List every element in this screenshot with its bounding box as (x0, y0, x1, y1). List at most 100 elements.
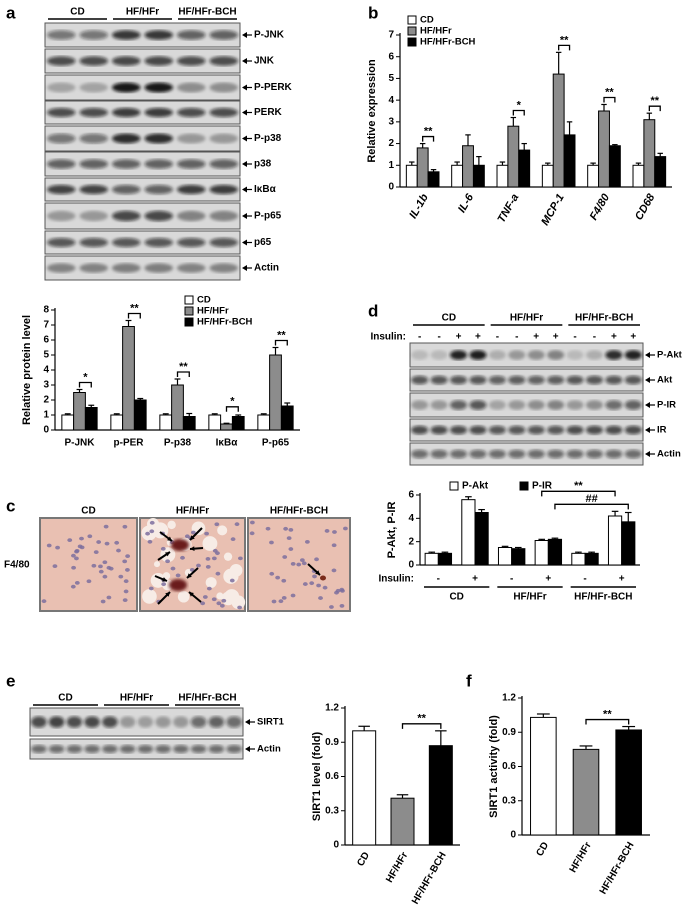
band (605, 375, 623, 385)
x-tick-label: HF/HFr (384, 850, 410, 884)
band (155, 716, 171, 728)
nucleus (304, 540, 310, 544)
arrow-head (245, 719, 250, 725)
nucleus (249, 531, 255, 536)
bar (405, 164, 418, 188)
legend-swatch (449, 481, 459, 491)
nucleus (74, 549, 79, 554)
nucleus (269, 540, 274, 545)
bar (571, 552, 586, 566)
band (527, 400, 545, 410)
nucleus (314, 557, 319, 562)
nucleus (175, 573, 181, 578)
nucleus (290, 561, 296, 566)
nucleus (288, 527, 294, 532)
bar (598, 110, 610, 188)
band (527, 375, 545, 385)
band (46, 159, 76, 169)
y-tick-label: 0 (333, 840, 339, 851)
y-tick-label: 7 (388, 30, 394, 41)
significance-bracket (603, 96, 616, 103)
legend-swatch (184, 295, 194, 305)
group-label: CD (442, 313, 456, 324)
nucleus (339, 587, 345, 592)
group-label: HF/HFr (126, 7, 159, 18)
significance-label: ** (650, 95, 659, 107)
band (209, 237, 239, 248)
bar (61, 414, 75, 431)
nucleus (249, 520, 255, 525)
insulin-sign: - (437, 332, 440, 343)
bar (182, 416, 196, 431)
bar (220, 423, 233, 431)
band (449, 375, 468, 385)
band (176, 30, 206, 40)
band (624, 400, 642, 410)
significance-label: ** (605, 86, 614, 98)
nucleus (216, 601, 222, 606)
band (46, 107, 76, 118)
arrow-head (645, 377, 650, 383)
band (144, 56, 174, 66)
bar (208, 414, 222, 431)
band (209, 107, 239, 118)
band (226, 716, 242, 728)
blot-strip (44, 74, 241, 101)
nucleus (71, 565, 76, 570)
nucleus (206, 586, 212, 591)
band (190, 745, 207, 753)
nucleus (125, 568, 130, 572)
bar (572, 748, 600, 836)
band (144, 159, 174, 169)
x-tick-label: MCP-1 (539, 192, 567, 228)
band (111, 30, 141, 40)
legend-swatch (407, 26, 417, 36)
fat-vacuole (142, 589, 157, 604)
arrow-head (242, 161, 247, 167)
nucleus (116, 548, 121, 553)
band (566, 400, 584, 410)
x-tick-label: - (583, 574, 586, 585)
y-tick-label: 0 (388, 182, 394, 193)
group-label: HF/HFr-BCH (178, 7, 236, 18)
nucleus (299, 558, 305, 562)
group-label: CD (58, 693, 72, 704)
bar (552, 73, 565, 188)
band (46, 82, 76, 93)
y-tick-label: 0.3 (325, 805, 339, 816)
nucleus (196, 563, 201, 568)
legend-swatch (407, 15, 417, 25)
bar (231, 416, 245, 431)
y-tick-label: 1.2 (325, 703, 339, 714)
group-label: CD (70, 7, 84, 18)
bar (474, 512, 489, 566)
significance-bracket (585, 718, 630, 725)
band (469, 350, 487, 360)
band (111, 159, 141, 169)
band (605, 449, 623, 459)
x-tick-label: IL-6 (456, 191, 477, 215)
y-tick-label: 1 (388, 160, 394, 171)
insulin-sign: - (418, 332, 421, 343)
band (209, 184, 239, 195)
nucleus (77, 544, 83, 549)
panel-label: b (368, 3, 378, 22)
nucleus (74, 556, 79, 561)
band-label: JNK (254, 56, 275, 67)
fat-vacuole (205, 577, 217, 589)
x-tick-label: F4/80 (588, 191, 613, 222)
legend-label: HF/HFr (197, 306, 229, 317)
band (209, 133, 239, 144)
band (176, 159, 206, 169)
arrow-head (645, 451, 650, 457)
band (176, 184, 206, 195)
y-axis-label: SIRT1 activity (fold) (488, 715, 500, 818)
band (585, 350, 604, 360)
group-label: CD (449, 592, 463, 603)
band (508, 425, 526, 435)
nucleus (324, 529, 330, 533)
insulin-sign: - (515, 332, 518, 343)
nucleus (93, 550, 99, 555)
nucleus (290, 593, 296, 598)
